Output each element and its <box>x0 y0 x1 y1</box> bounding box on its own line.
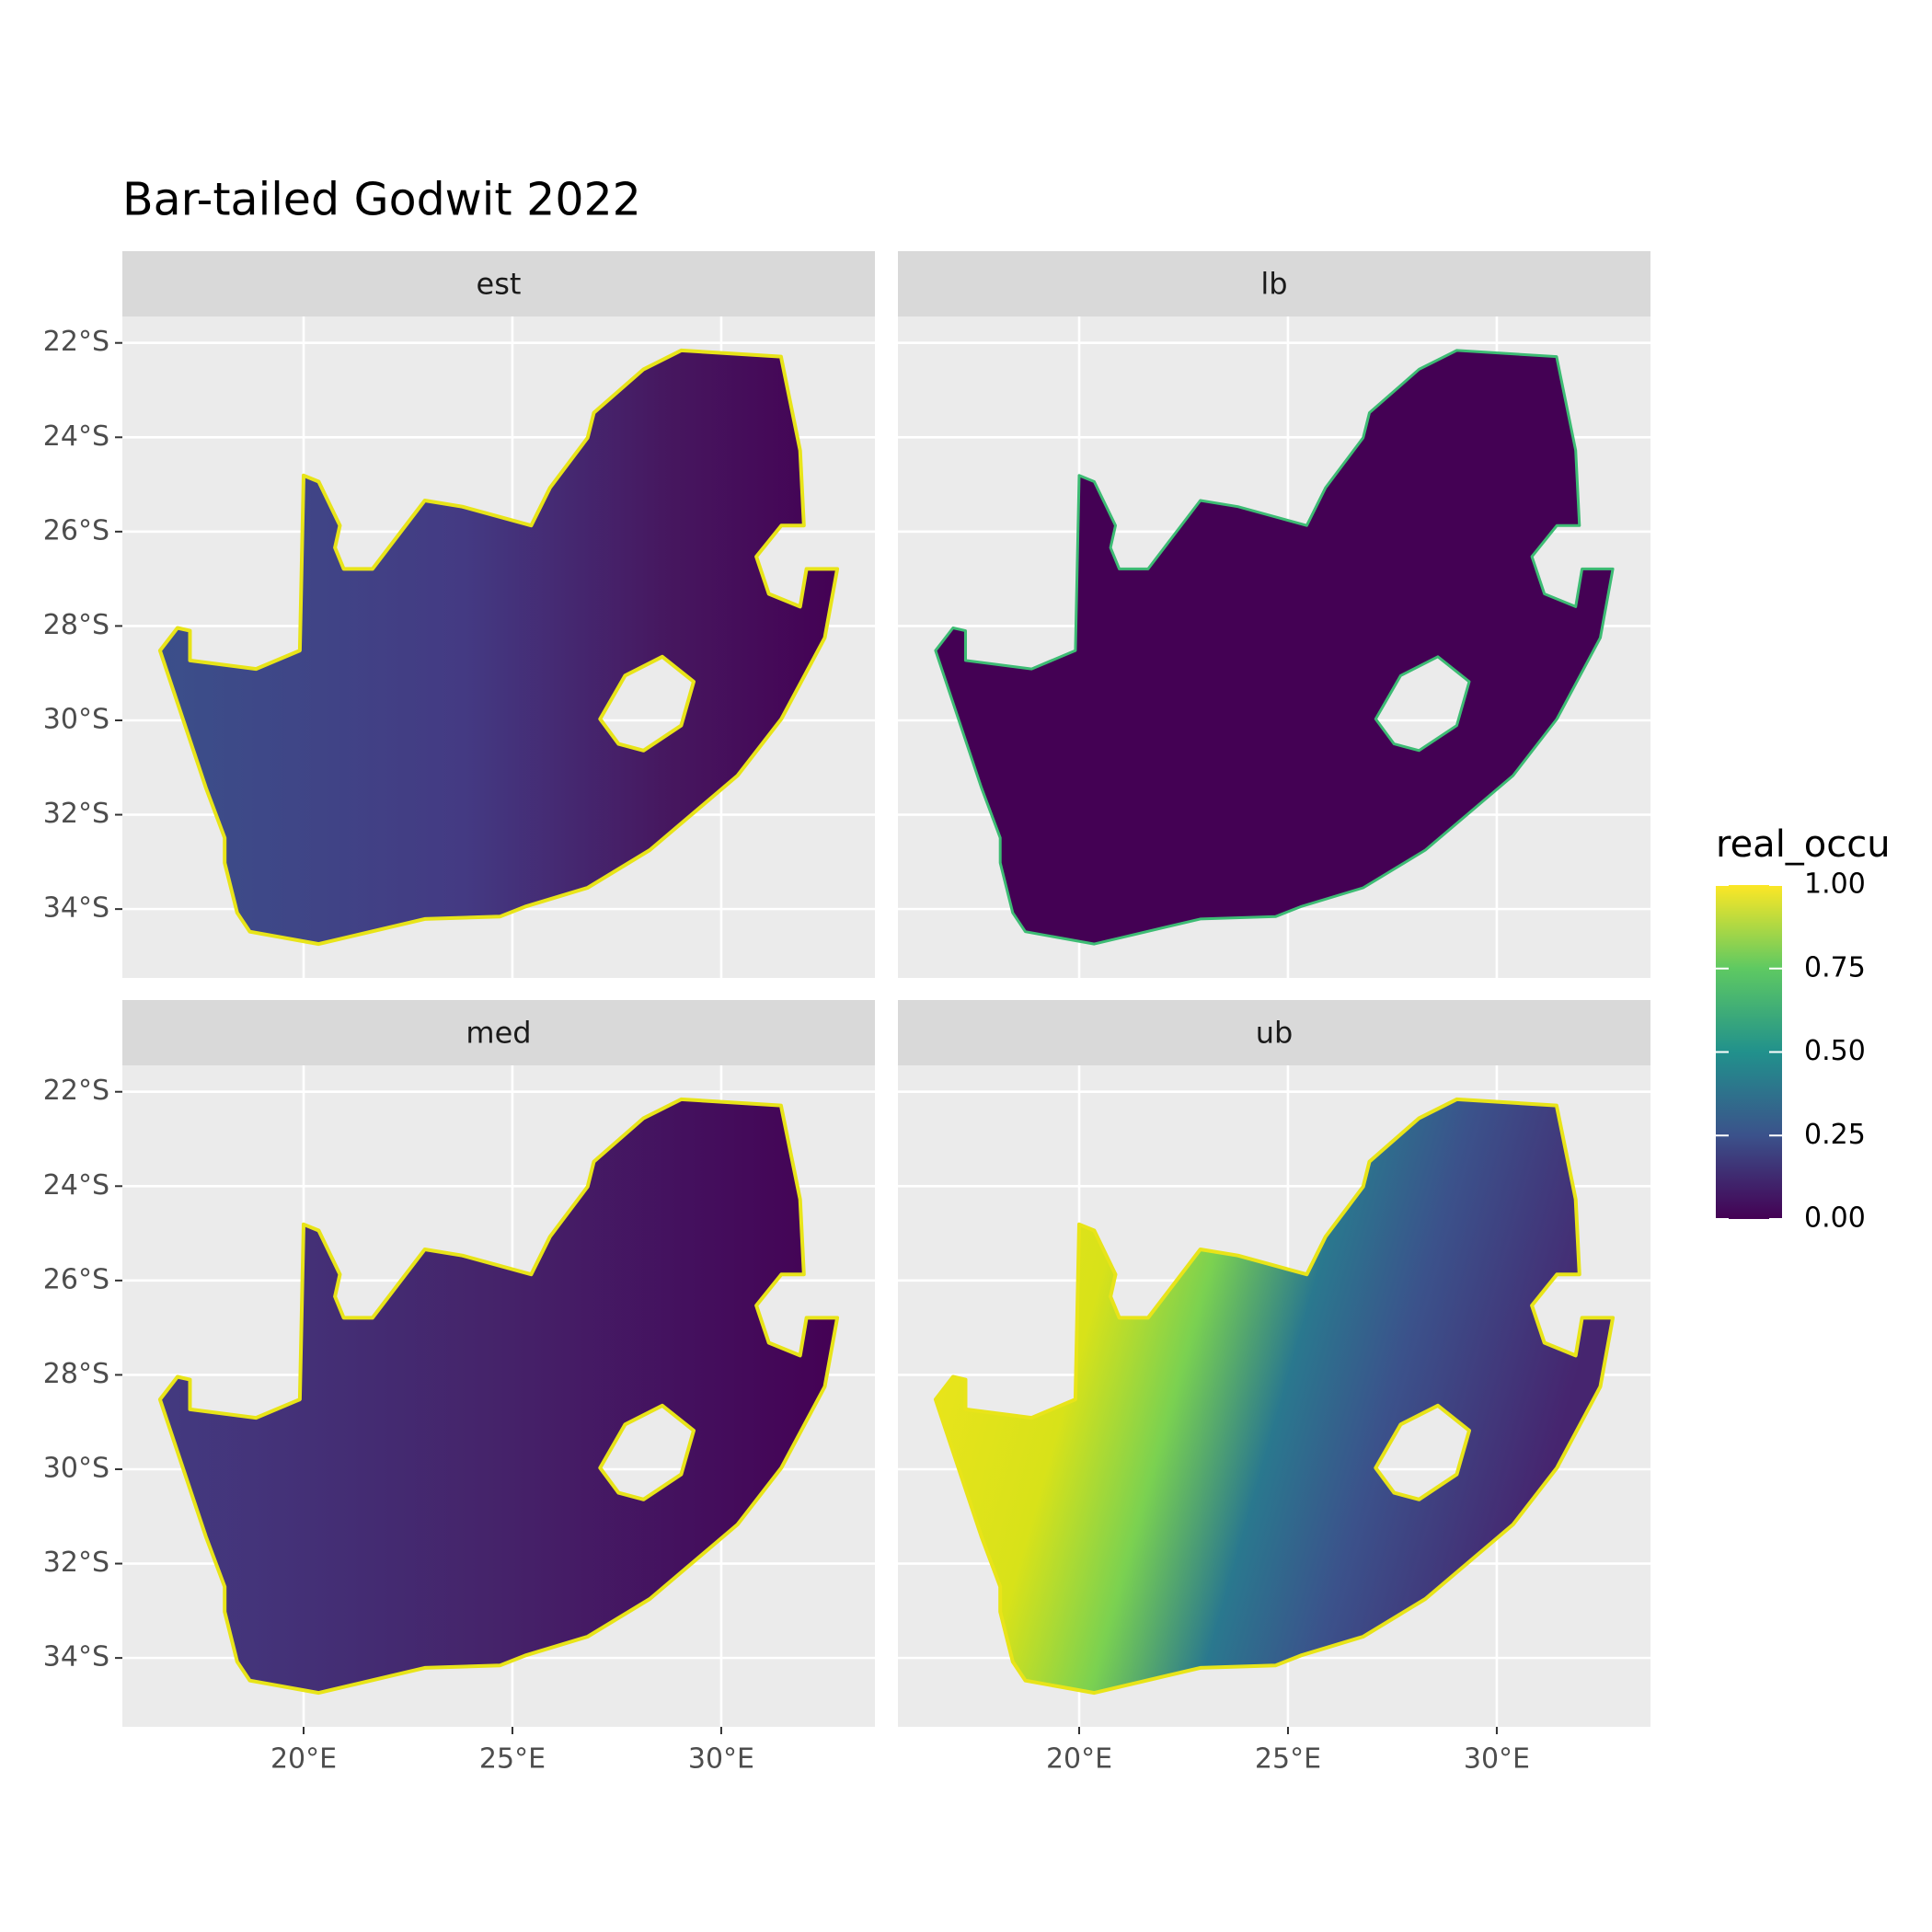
legend-label: 0.00 <box>1804 1202 1866 1235</box>
y-tick-label: 34°S <box>43 892 109 925</box>
strip <box>898 1000 1650 1065</box>
y-tick-label: 34°S <box>43 1641 109 1673</box>
y-tick-label: 30°S <box>43 1452 109 1484</box>
legend-label: 0.50 <box>1804 1035 1866 1067</box>
strip-label: lb <box>1260 267 1287 302</box>
y-tick-label: 30°S <box>43 703 109 735</box>
y-tick-label: 28°S <box>43 1358 109 1390</box>
x-tick-label: 25°E <box>1255 1743 1321 1776</box>
y-tick-label: 22°S <box>43 1075 109 1107</box>
legend-label: 0.25 <box>1804 1119 1866 1151</box>
strip <box>898 251 1650 316</box>
y-tick-label: 26°S <box>43 1263 109 1295</box>
y-tick-label: 32°S <box>43 1547 109 1579</box>
map-region <box>157 348 840 947</box>
strip-label: est <box>477 267 522 302</box>
y-tick-label: 28°S <box>43 609 109 641</box>
x-tick-label: 25°E <box>479 1743 546 1776</box>
strip-label: ub <box>1256 1016 1294 1051</box>
y-tick-label: 24°S <box>43 1169 109 1202</box>
strip <box>122 251 875 316</box>
strip-label: med <box>466 1016 531 1051</box>
legend-label: 1.00 <box>1804 868 1866 901</box>
strip <box>122 1000 875 1065</box>
y-tick-label: 24°S <box>43 420 109 453</box>
chart-title: Bar-tailed Godwit 2022 <box>122 174 641 226</box>
x-tick-label: 20°E <box>1046 1743 1112 1776</box>
map-region <box>934 349 1615 946</box>
legend-title: real_occu <box>1716 823 1891 866</box>
x-tick-label: 30°E <box>688 1743 754 1776</box>
x-tick-label: 20°E <box>270 1743 337 1776</box>
y-tick-label: 26°S <box>43 514 109 546</box>
legend-label: 0.75 <box>1804 951 1866 983</box>
x-tick-label: 30°E <box>1464 1743 1530 1776</box>
map-region <box>933 1097 1616 1696</box>
map-region <box>157 1097 840 1696</box>
y-tick-label: 32°S <box>43 798 109 830</box>
y-tick-label: 22°S <box>43 326 109 358</box>
